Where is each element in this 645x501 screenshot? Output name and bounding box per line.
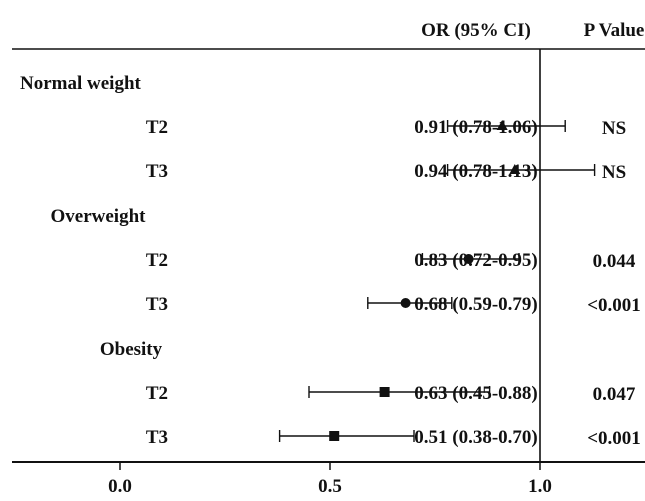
group-2-row-1-p-value: <0.001 xyxy=(587,428,641,449)
group-1-row-0-ci-text: 0.83 (0.72-0.95) xyxy=(414,250,537,271)
x-tick-label-1: 0.5 xyxy=(318,476,342,496)
group-0-row-0-ci-text: 0.91 (0.78-1.06) xyxy=(414,117,537,138)
group-1-row-1-label: T3 xyxy=(146,294,168,315)
group-1-row-0-point xyxy=(463,254,474,264)
group-0-row-1-p-value: NS xyxy=(602,162,626,183)
header-p-value: P Value xyxy=(584,20,645,41)
group-1-row-0-label: T2 xyxy=(146,250,168,271)
group-label-2: Obesity xyxy=(100,339,163,360)
group-0-row-1-ci-text: 0.94 (0.78-1.13) xyxy=(414,161,537,182)
group-1-row-0-p-value: 0.044 xyxy=(593,251,636,272)
group-1-row-1-p-value: <0.001 xyxy=(587,295,641,316)
group-2-row-0-ci-text: 0.63 (0.45-0.88) xyxy=(414,383,537,404)
header-ci: OR (95% CI) xyxy=(421,20,531,41)
group-2-row-1-label: T3 xyxy=(146,427,168,448)
group-0-row-1-label: T3 xyxy=(146,161,168,182)
group-0-row-0-point xyxy=(496,120,508,130)
group-label-0: Normal weight xyxy=(20,73,142,94)
group-1-row-1-point xyxy=(400,298,411,308)
group-2-row-0-p-value: 0.047 xyxy=(593,384,636,405)
group-2-row-1-point xyxy=(329,431,340,441)
x-tick-label-2: 1.0 xyxy=(528,476,552,496)
group-2-row-0-point xyxy=(379,387,390,397)
group-label-1: Overweight xyxy=(51,206,147,227)
group-1-row-1-ci-text: 0.68 (0.59-0.79) xyxy=(414,294,537,315)
group-0-row-1-point xyxy=(509,164,521,174)
group-0-row-0-p-value: NS xyxy=(602,118,626,139)
x-tick-label-0: 0.0 xyxy=(108,476,132,496)
group-2-row-1-ci-text: 0.51 (0.38-0.70) xyxy=(414,427,537,448)
group-2-row-0-label: T2 xyxy=(146,383,168,404)
group-0-row-0-label: T2 xyxy=(146,117,168,138)
